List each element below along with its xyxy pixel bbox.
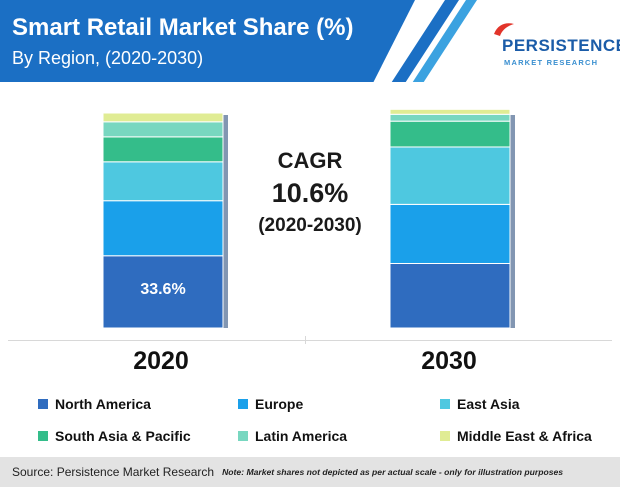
logo-bird-icon [494, 23, 514, 36]
bar-segment-2020-middle-east-africa [102, 112, 224, 123]
chart-subtitle: By Region, (2020-2030) [12, 48, 204, 68]
cagr-value: 10.6% [271, 178, 349, 208]
bar-segment-2030-middle-east-africa [389, 108, 511, 115]
bar-segment-2030-east-asia [389, 146, 511, 205]
bar-segment-2030-europe [389, 203, 511, 264]
legend-label: South Asia & Pacific [55, 428, 191, 444]
bar-segment-2030-latin-america [389, 113, 511, 122]
source-text: Source: Persistence Market Research [12, 465, 215, 479]
data-label-2020: 33.6% [140, 281, 185, 298]
legend-item: Middle East & Africa [440, 428, 592, 444]
bar-shadow-2030 [510, 115, 515, 328]
bar-shadow-2020 [223, 115, 228, 328]
category-label-2030: 2030 [421, 347, 477, 375]
legend-item: Europe [238, 396, 303, 412]
legend-label: Latin America [255, 428, 348, 444]
legend-item: North America [38, 396, 151, 412]
bar-segment-2020-south-asia-pacific [102, 136, 224, 163]
footer-note: Note: Market shares not depicted as per … [222, 467, 564, 477]
bar-segment-2030-south-asia-pacific [389, 120, 511, 148]
legend-swatch [440, 431, 450, 441]
logo-tagline: MARKET RESEARCH [504, 58, 599, 67]
source-footer: Source: Persistence Market Research Note… [0, 457, 620, 487]
legend-swatch [38, 431, 48, 441]
bar-segment-2020-europe [102, 200, 224, 257]
legend-item: Latin America [238, 428, 347, 444]
legend-swatch [440, 399, 450, 409]
legend-swatch [38, 399, 48, 409]
persistence-logo: PERSISTENCE MARKET RESEARCH [492, 20, 620, 80]
chart-title: Smart Retail Market Share (%) [12, 14, 354, 41]
legend-swatch [238, 399, 248, 409]
cagr-label: CAGR [277, 148, 343, 173]
legend-swatch [238, 431, 248, 441]
cagr-period: (2020-2030) [258, 215, 362, 236]
chart-divider [305, 336, 306, 344]
bar-segment-2030-north-america [389, 263, 511, 329]
legend-item: South Asia & Pacific [38, 428, 191, 444]
category-label-2020: 2020 [133, 347, 189, 375]
stacked-bar-chart: 33.6% [102, 108, 515, 329]
cagr-callout: CAGR 10.6% (2020-2030) [240, 148, 380, 237]
legend-item: East Asia [440, 396, 520, 412]
bar-segment-2020-east-asia [102, 161, 224, 202]
legend-label: Middle East & Africa [457, 428, 592, 444]
legend-label: Europe [255, 396, 304, 412]
bar-segment-2020-north-america [102, 255, 224, 329]
chart-baseline [8, 340, 612, 341]
legend-label: East Asia [457, 396, 520, 412]
legend-label: North America [55, 396, 151, 412]
title-banner [0, 0, 415, 82]
chart-legend: North America Europe East Asia South Asia &… [0, 390, 620, 450]
bar-segment-2020-latin-america [102, 121, 224, 138]
logo-wordmark: PERSISTENCE [502, 36, 620, 55]
